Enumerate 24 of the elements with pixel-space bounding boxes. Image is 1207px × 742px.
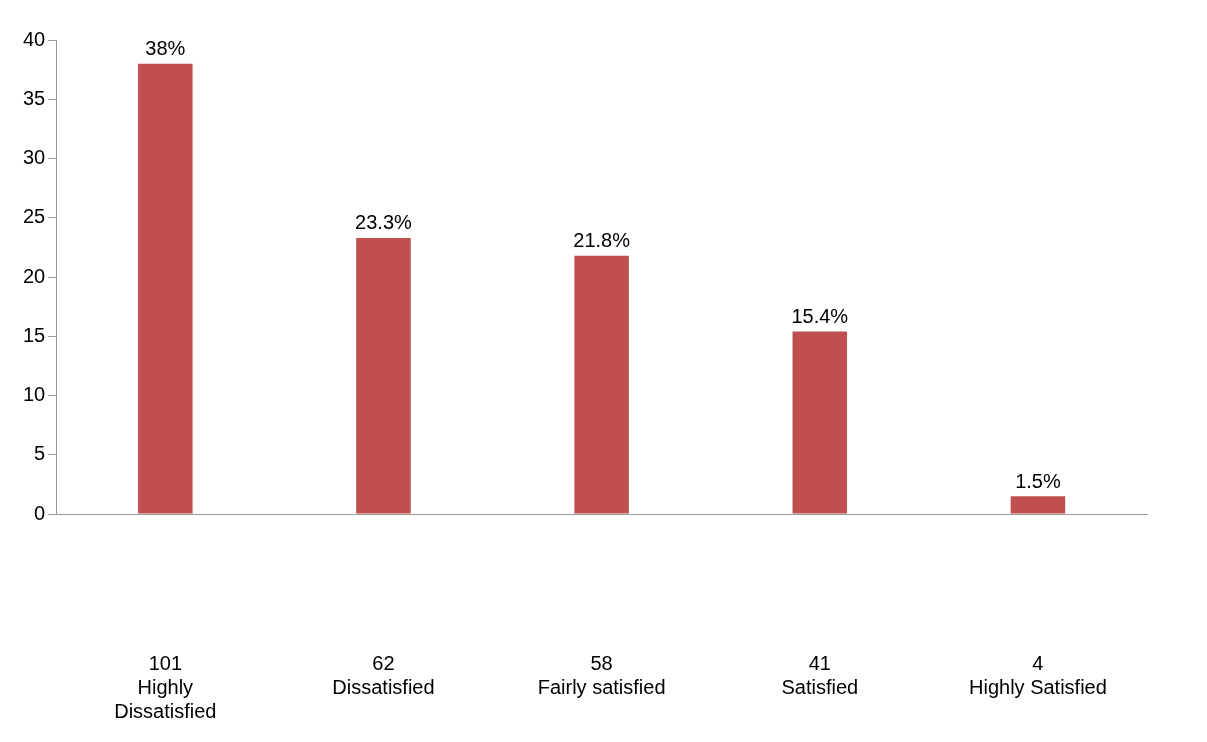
data-label: 1.5% xyxy=(1015,469,1061,492)
x-tick-label: 4 Highly Satisfied xyxy=(969,651,1107,698)
y-tick-label: 30 xyxy=(23,146,46,169)
data-label: 23.3% xyxy=(355,211,413,234)
y-tick-label: 10 xyxy=(23,383,46,406)
bar xyxy=(356,237,411,514)
y-tick-label: 25 xyxy=(23,205,46,228)
y-tick-label: 0 xyxy=(34,501,46,524)
bar xyxy=(792,331,848,514)
y-tick-label: 20 xyxy=(23,264,46,287)
x-tick-label: 62 Dissatisfied xyxy=(332,651,435,698)
bar xyxy=(138,63,193,514)
y-tick-label: 15 xyxy=(23,323,46,346)
data-label: 15.4% xyxy=(791,305,849,328)
y-tick-label: 35 xyxy=(23,86,46,109)
data-label: 38% xyxy=(145,37,186,60)
bar xyxy=(1010,496,1066,514)
x-tick-label: 41 Satisfied xyxy=(781,651,859,698)
y-tick-label: 40 xyxy=(23,27,46,50)
x-tick-label: 101 Highly Dissatisfied xyxy=(114,651,217,722)
y-tick-label: 5 xyxy=(34,442,46,465)
x-tick-label: 58 Fairly satisfied xyxy=(537,651,666,698)
bar xyxy=(574,255,629,514)
data-label: 21.8% xyxy=(573,229,631,252)
